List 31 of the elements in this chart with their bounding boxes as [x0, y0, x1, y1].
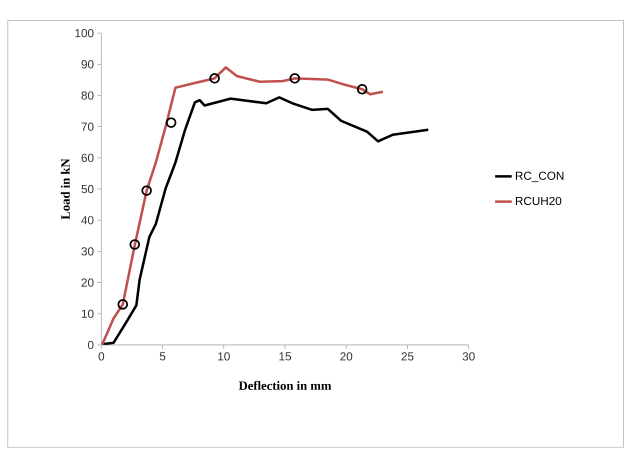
point [356, 84, 368, 94]
x-tick-label: 0 [98, 352, 104, 360]
y-tick-label: 30 [81, 247, 94, 256]
point [209, 72, 220, 84]
y-tick-label: 100 [75, 28, 94, 38]
x-axis-title: Deflection in mm [238, 380, 332, 390]
legend-label: RC_CON [516, 172, 564, 182]
line-series [101, 96, 430, 345]
point [130, 239, 140, 250]
y-tick-label: 90 [82, 60, 94, 68]
y-tick-label: 70 [82, 122, 94, 131]
y-tick-label: 60 [82, 154, 94, 162]
y-axis-title: Load in kN [60, 158, 70, 220]
y-tick-label: 20 [82, 278, 94, 287]
point [118, 299, 128, 310]
y-tick-label: 40 [81, 216, 94, 224]
point [141, 185, 152, 196]
point [290, 72, 300, 84]
x-tick-label: 30 [462, 352, 475, 360]
y-tick-label: 50 [81, 184, 94, 194]
y-tick-label: 80 [82, 91, 94, 100]
x-tick-label: 20 [340, 352, 352, 360]
x-tick-label: 5 [160, 352, 166, 360]
y-tick-label: 0 [88, 340, 94, 349]
point [166, 117, 176, 128]
x-tick-label: 15 [279, 352, 292, 360]
line-series [101, 66, 384, 345]
y-tick-label: 10 [82, 310, 94, 318]
x-tick-label: 25 [402, 352, 414, 360]
x-tick-label: 10 [218, 352, 230, 360]
legend-label: RCUH20 [516, 196, 562, 205]
